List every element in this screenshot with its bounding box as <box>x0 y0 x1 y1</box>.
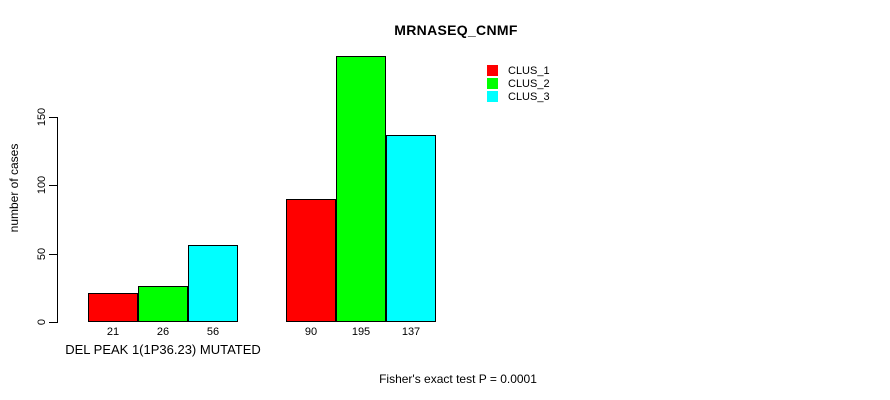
legend-swatch-clus_2 <box>487 78 498 89</box>
bar-clus_1-group1 <box>88 293 138 322</box>
bar-value-label: 56 <box>206 326 220 338</box>
legend-label-clus_3: CLUS_3 <box>508 90 550 103</box>
bar-clus_3-group2 <box>386 134 436 322</box>
legend: CLUS_1 CLUS_2 CLUS_3 <box>487 64 550 103</box>
bar-clus_2-group2 <box>336 55 386 322</box>
y-tick-150 <box>49 117 57 118</box>
bar-value-label: 195 <box>351 326 371 338</box>
annotation-text: Fisher's exact test P = 0.0001 <box>379 372 537 386</box>
y-axis-line <box>57 117 58 323</box>
y-axis-label: number of cases <box>7 143 21 233</box>
legend-label-clus_1: CLUS_1 <box>508 64 550 77</box>
bar-value-label: 26 <box>156 326 170 338</box>
bar-value-label: 137 <box>401 326 421 338</box>
legend-row-clus_2: CLUS_2 <box>487 77 550 90</box>
bar-value-label: 21 <box>106 326 120 338</box>
y-tick-label-0: 0 <box>36 318 48 326</box>
y-tick-label-150: 150 <box>36 107 48 127</box>
legend-label-clus_2: CLUS_2 <box>508 77 550 90</box>
legend-row-clus_3: CLUS_3 <box>487 90 550 103</box>
legend-swatch-clus_3 <box>487 91 498 102</box>
bar-clus_1-group2 <box>286 199 336 322</box>
bar-value-label: 90 <box>304 326 318 338</box>
y-tick-label-50: 50 <box>36 247 48 260</box>
bar-clus_3-group1 <box>188 245 238 322</box>
chart-title: MRNASEQ_CNMF <box>394 22 518 38</box>
y-tick-50 <box>49 253 57 255</box>
bar-clus_2-group1 <box>138 286 188 322</box>
legend-swatch-clus_1 <box>487 65 498 76</box>
y-tick-label-100: 100 <box>36 176 48 195</box>
legend-row-clus_1: CLUS_1 <box>487 64 550 77</box>
y-tick-100 <box>49 185 57 187</box>
category-label-group1: DEL PEAK 1(1P36.23) MUTATED <box>65 342 261 357</box>
y-tick-0 <box>49 322 57 323</box>
